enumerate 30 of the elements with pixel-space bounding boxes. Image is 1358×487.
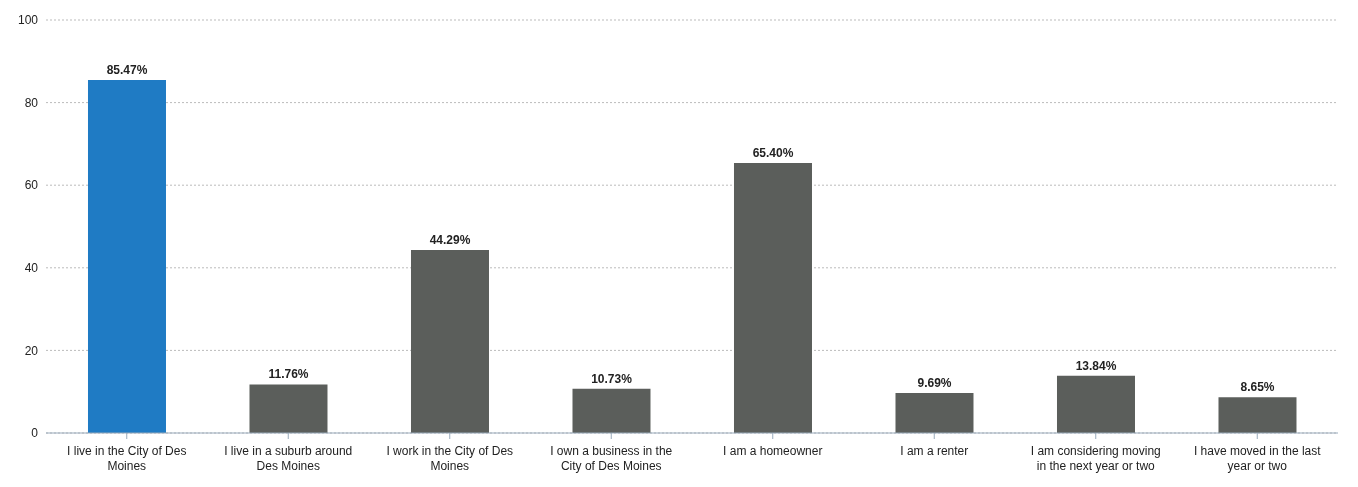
x-tick-label: I own a business in the City of Des Moines <box>550 444 673 473</box>
bar <box>249 384 328 433</box>
x-tick-label: I am a homeowner <box>723 444 823 458</box>
y-tick-label: 60 <box>24 178 39 193</box>
x-tick-label: I have moved in the last year or two <box>1193 444 1322 473</box>
bar <box>1056 375 1135 433</box>
bar <box>895 392 974 433</box>
data-label: 8.65% <box>1240 380 1275 395</box>
bar <box>1218 397 1297 433</box>
data-label: 13.84% <box>1075 358 1117 373</box>
x-tick-label: I live in the City of Des Moines <box>67 444 187 473</box>
data-label: 11.76% <box>268 367 309 382</box>
y-tick-label: 100 <box>17 13 39 28</box>
data-label: 10.73% <box>591 371 633 386</box>
bar <box>410 250 489 433</box>
x-tick-label: I work in the City of Des Moines <box>386 444 514 473</box>
y-tick-label: 0 <box>31 426 39 441</box>
y-tick-label: 40 <box>24 261 39 276</box>
bar <box>87 80 166 433</box>
y-tick-label: 20 <box>24 343 39 358</box>
bar <box>572 388 651 433</box>
bar <box>733 162 812 433</box>
data-label: 44.29% <box>429 233 471 248</box>
data-label: 65.40% <box>752 145 794 160</box>
x-tick-label: I am a renter <box>900 444 969 458</box>
x-tick-label: I live in a suburb around Des Moines <box>224 444 353 473</box>
y-tick-label: 80 <box>24 95 39 110</box>
data-label: 85.47% <box>106 63 148 78</box>
x-tick-label: I am considering moving in the next year or two <box>1030 444 1161 473</box>
data-label: 9.69% <box>917 375 952 390</box>
